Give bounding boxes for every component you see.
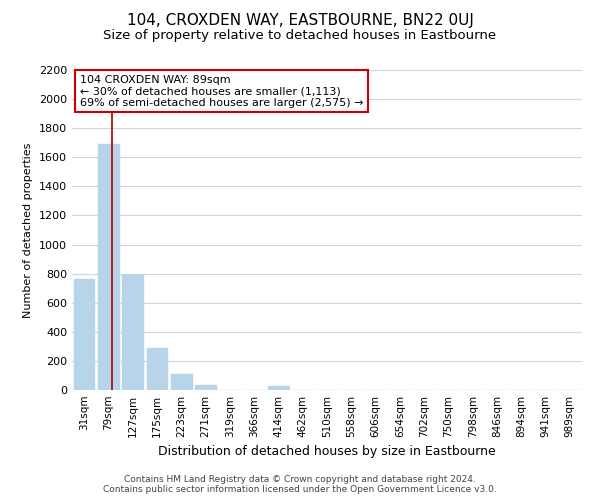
Bar [268,386,289,390]
Bar [146,348,167,390]
Text: Size of property relative to detached houses in Eastbourne: Size of property relative to detached ho… [103,29,497,42]
Bar [195,385,216,390]
Bar [74,280,94,390]
Text: Contains HM Land Registry data © Crown copyright and database right 2024.
Contai: Contains HM Land Registry data © Crown c… [103,474,497,494]
Text: 104 CROXDEN WAY: 89sqm
← 30% of detached houses are smaller (1,113)
69% of semi-: 104 CROXDEN WAY: 89sqm ← 30% of detached… [80,75,363,108]
Bar [122,275,143,390]
Y-axis label: Number of detached properties: Number of detached properties [23,142,34,318]
Bar [171,374,191,390]
X-axis label: Distribution of detached houses by size in Eastbourne: Distribution of detached houses by size … [158,446,496,458]
Text: 104, CROXDEN WAY, EASTBOURNE, BN22 0UJ: 104, CROXDEN WAY, EASTBOURNE, BN22 0UJ [127,12,473,28]
Bar [98,144,119,390]
